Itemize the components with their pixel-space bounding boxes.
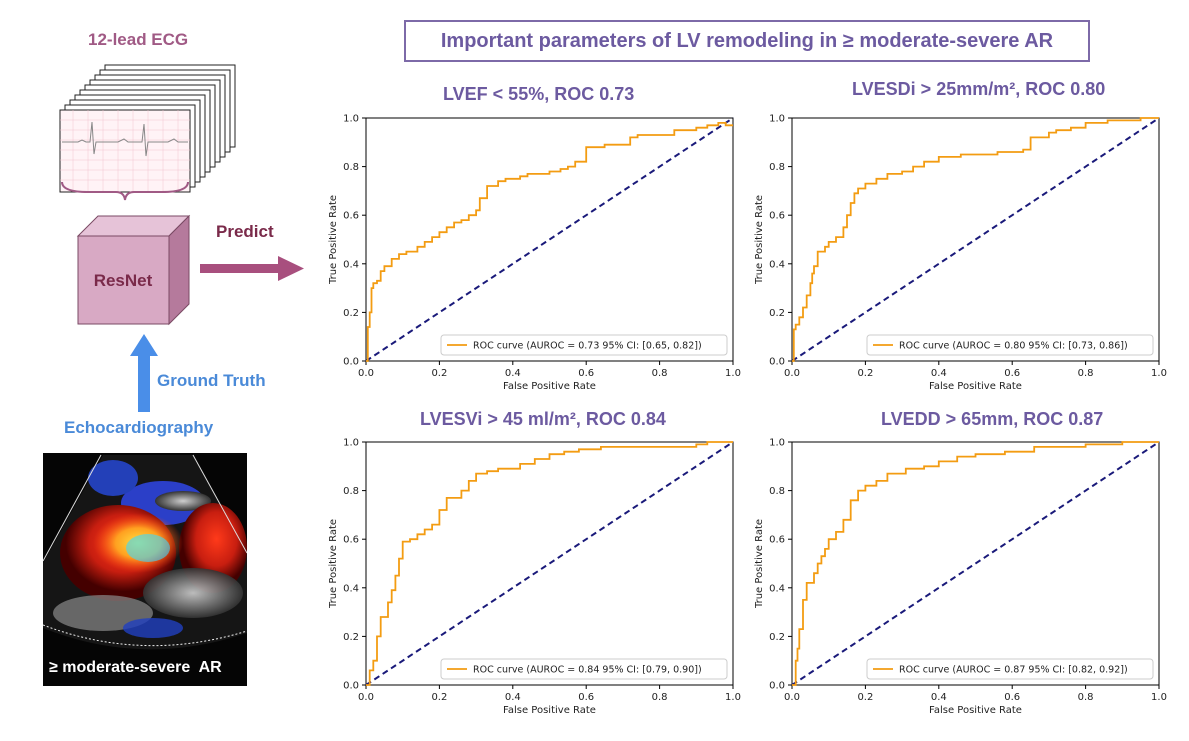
y-tick-label: 0.8 bbox=[769, 486, 785, 497]
echo-caption: ≥ moderate-severe AR bbox=[49, 659, 222, 676]
chance-diagonal bbox=[365, 117, 734, 362]
resnet-label: ResNet bbox=[94, 271, 153, 290]
x-tick-label: 0.2 bbox=[857, 368, 873, 379]
x-tick-label: 0.0 bbox=[784, 368, 800, 379]
y-tick-label: 1.0 bbox=[343, 438, 359, 449]
x-tick-label: 1.0 bbox=[1151, 368, 1167, 379]
x-tick-label: 1.0 bbox=[725, 692, 741, 703]
ground-truth-arrow bbox=[130, 334, 158, 412]
roc-curve bbox=[366, 441, 733, 686]
roc-curve bbox=[366, 121, 733, 362]
chance-diagonal bbox=[791, 441, 1160, 686]
x-tick-label: 0.8 bbox=[1078, 692, 1094, 703]
x-tick-label: 0.4 bbox=[505, 692, 521, 703]
y-tick-label: 0.8 bbox=[769, 162, 785, 173]
legend-box bbox=[866, 334, 1154, 356]
y-tick-label: 0.4 bbox=[769, 583, 785, 594]
y-tick-label: 0.6 bbox=[343, 211, 359, 222]
legend: ROC curve (AUROC = 0.87 95% CI: [0.82, 0… bbox=[866, 658, 1154, 680]
y-axis-label: True Positive Rate bbox=[328, 519, 339, 609]
roc-chart-lvedd: 0.0 0.2 0.4 0.6 0.8 1.0 0.0 0.2 0.4 0.6 0.8 1.0 Fals… bbox=[748, 434, 1168, 724]
x-tick-label: 0.4 bbox=[931, 368, 947, 379]
legend: ROC curve (AUROC = 0.73 95% CI: [0.65, 0… bbox=[440, 334, 728, 356]
y-tick-label: 0.0 bbox=[343, 357, 359, 368]
x-axis-label: False Positive Rate bbox=[929, 381, 1022, 392]
legend: ROC curve (AUROC = 0.84 95% CI: [0.79, 0… bbox=[440, 658, 728, 680]
y-tick-label: 0.0 bbox=[769, 357, 785, 368]
x-axis-label: False Positive Rate bbox=[929, 705, 1022, 716]
y-tick-label: 1.0 bbox=[343, 114, 359, 125]
brace bbox=[61, 181, 189, 201]
y-tick-label: 0.8 bbox=[343, 486, 359, 497]
y-tick-label: 1.0 bbox=[769, 114, 785, 125]
x-tick-label: 0.6 bbox=[578, 368, 594, 379]
ecg-label: 12-lead ECG bbox=[88, 30, 189, 49]
y-tick-label: 0.4 bbox=[343, 583, 359, 594]
x-tick-label: 1.0 bbox=[725, 368, 741, 379]
x-axis-label: False Positive Rate bbox=[503, 705, 596, 716]
x-tick-label: 0.8 bbox=[652, 692, 668, 703]
y-tick-label: 0.2 bbox=[343, 632, 359, 643]
y-tick-label: 0.6 bbox=[343, 535, 359, 546]
chance-diagonal bbox=[365, 441, 734, 686]
y-tick-label: 0.4 bbox=[343, 259, 359, 270]
x-tick-label: 0.0 bbox=[358, 368, 374, 379]
legend-label: ROC curve (AUROC = 0.84 95% CI: [0.79, 0… bbox=[473, 665, 702, 676]
x-tick-label: 0.4 bbox=[931, 692, 947, 703]
x-tick-label: 0.0 bbox=[358, 692, 374, 703]
y-tick-label: 0.0 bbox=[343, 681, 359, 692]
x-tick-label: 0.8 bbox=[1078, 368, 1094, 379]
y-axis-label: True Positive Rate bbox=[328, 195, 339, 285]
legend: ROC curve (AUROC = 0.80 95% CI: [0.73, 0… bbox=[866, 334, 1154, 356]
y-axis-label: True Positive Rate bbox=[754, 519, 765, 609]
y-tick-label: 0.2 bbox=[343, 308, 359, 319]
y-tick-label: 0.2 bbox=[769, 632, 785, 643]
chart-title-lvesvi: LVESVi > 45 ml/m², ROC 0.84 bbox=[420, 409, 666, 429]
x-tick-label: 0.2 bbox=[431, 368, 447, 379]
predict-arrow bbox=[200, 256, 304, 281]
page-title: Important parameters of LV remodeling in… bbox=[404, 20, 1090, 62]
predict-label: Predict bbox=[216, 222, 274, 241]
y-tick-label: 0.2 bbox=[769, 308, 785, 319]
y-axis-label: True Positive Rate bbox=[754, 195, 765, 285]
legend-box bbox=[866, 658, 1154, 680]
y-tick-label: 0.6 bbox=[769, 535, 785, 546]
chart-title-lvesdi: LVESDi > 25mm/m², ROC 0.80 bbox=[852, 79, 1106, 99]
x-tick-label: 0.8 bbox=[652, 368, 668, 379]
y-tick-label: 0.8 bbox=[343, 162, 359, 173]
roc-curve bbox=[792, 117, 1159, 362]
echo-image: ≥ moderate-severe AR bbox=[43, 453, 247, 686]
x-tick-label: 0.6 bbox=[1004, 368, 1020, 379]
roc-chart-lvesvi: 0.0 0.2 0.4 0.6 0.8 1.0 0.0 0.2 0.4 0.6 0.8 1.0 Fals… bbox=[322, 434, 742, 724]
roc-curve bbox=[792, 441, 1159, 686]
legend-label: ROC curve (AUROC = 0.87 95% CI: [0.82, 0… bbox=[899, 665, 1128, 676]
y-tick-label: 0.4 bbox=[769, 259, 785, 270]
legend-box bbox=[440, 334, 728, 356]
x-tick-label: 0.4 bbox=[505, 368, 521, 379]
x-tick-label: 0.0 bbox=[784, 692, 800, 703]
roc-chart-lvef: 0.0 0.2 0.4 0.6 0.8 1.0 0.0 0.2 0.4 0.6 0.8 1.0 Fals… bbox=[322, 110, 742, 400]
roc-chart-lvesdi: 0.0 0.2 0.4 0.6 0.8 1.0 0.0 0.2 0.4 0.6 0.8 1.0 Fals… bbox=[748, 110, 1168, 400]
x-tick-label: 0.2 bbox=[857, 692, 873, 703]
chart-title-lvedd: LVEDD > 65mm, ROC 0.87 bbox=[881, 409, 1104, 429]
x-tick-label: 0.6 bbox=[1004, 692, 1020, 703]
x-tick-label: 1.0 bbox=[1151, 692, 1167, 703]
y-tick-label: 1.0 bbox=[769, 438, 785, 449]
legend-label: ROC curve (AUROC = 0.80 95% CI: [0.73, 0… bbox=[899, 341, 1128, 352]
chance-diagonal bbox=[791, 117, 1160, 362]
x-tick-label: 0.6 bbox=[578, 692, 594, 703]
echocardiography-label: Echocardiography bbox=[64, 418, 214, 437]
chart-title-lvef: LVEF < 55%, ROC 0.73 bbox=[443, 84, 635, 104]
x-tick-label: 0.2 bbox=[431, 692, 447, 703]
ground-truth-label: Ground Truth bbox=[157, 371, 266, 390]
y-tick-label: 0.0 bbox=[769, 681, 785, 692]
y-tick-label: 0.6 bbox=[769, 211, 785, 222]
ecg-front-sheet bbox=[59, 109, 191, 193]
resnet-cube: ResNet bbox=[76, 214, 191, 326]
legend-box bbox=[440, 658, 728, 680]
ecg-stack bbox=[59, 64, 236, 193]
x-axis-label: False Positive Rate bbox=[503, 381, 596, 392]
legend-label: ROC curve (AUROC = 0.73 95% CI: [0.65, 0… bbox=[473, 341, 702, 352]
